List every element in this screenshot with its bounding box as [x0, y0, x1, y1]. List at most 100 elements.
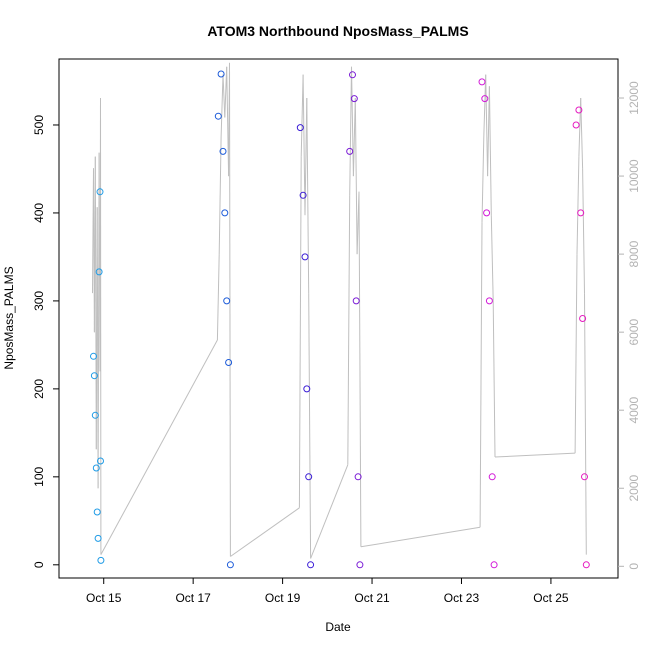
data-point-series-1	[93, 508, 101, 516]
data-point-series-6	[577, 209, 585, 217]
altitude-segment	[494, 452, 576, 458]
y-tick-label: 200	[32, 379, 46, 399]
y2-tick-label: 6000	[627, 319, 641, 346]
altitude-segment	[222, 74, 226, 118]
altitude-segment	[100, 339, 218, 555]
data-point-series-2	[214, 112, 222, 120]
altitude-segment	[481, 136, 485, 223]
data-points-layer	[90, 70, 590, 569]
y2-axis: 0 2000 4000 6000 8000 10000 12000	[618, 81, 641, 570]
y2-tick-label: 8000	[627, 240, 641, 267]
y-tick-label: 100	[32, 466, 46, 486]
y2-tick-label: 2000	[627, 475, 641, 502]
altitude-segment	[298, 156, 302, 508]
altitude-segment	[485, 74, 489, 177]
y2-tick-label: 0	[627, 563, 641, 570]
altitude-segment	[580, 97, 584, 169]
altitude-segment	[347, 195, 351, 465]
data-point-series-2	[219, 147, 227, 155]
y-tick-label: 300	[32, 291, 46, 311]
altitude-segment	[220, 74, 224, 138]
data-point-series-6	[572, 121, 580, 129]
data-point-series-1	[90, 352, 97, 360]
altitude-line-layer	[92, 62, 587, 559]
x-tick-label: Oct 19	[265, 591, 301, 605]
altitude-segment	[483, 74, 487, 138]
data-point-series-1	[92, 464, 100, 472]
x-tick-label: Oct 25	[533, 591, 569, 605]
x-tick-label: Oct 23	[444, 591, 480, 605]
altitude-segment	[490, 215, 494, 301]
altitude-segment	[354, 97, 358, 255]
data-point-series-1	[97, 556, 105, 564]
data-point-series-2	[221, 209, 229, 217]
y-tick-label: 0	[32, 561, 46, 568]
x-axis-label: Date	[325, 620, 351, 634]
data-point-series-5	[490, 561, 498, 569]
altitude-segment	[351, 66, 354, 177]
data-point-series-5	[481, 95, 489, 103]
data-point-series-4	[356, 561, 364, 569]
y2-tick-label: 4000	[627, 397, 641, 424]
data-point-series-3	[296, 124, 304, 132]
altitude-segment	[308, 293, 312, 559]
altitude-segment	[488, 86, 492, 216]
altitude-segment	[487, 86, 490, 177]
x-tick-label: Oct 17	[175, 591, 211, 605]
altitude-segment	[310, 464, 349, 559]
y-axis-label: NposMass_PALMS	[2, 266, 16, 369]
data-point-series-6	[582, 561, 590, 569]
chart-title: ATOM3 Northbound NposMass_PALMS	[207, 23, 468, 39]
y-tick-label: 500	[32, 115, 46, 135]
data-point-series-3	[307, 561, 315, 569]
data-point-series-5	[485, 297, 493, 305]
x-axis: Oct 15 Oct 17 Oct 19 Oct 21 Oct 23 Oct 25	[86, 577, 569, 605]
data-point-series-6	[579, 315, 587, 322]
data-point-series-5	[478, 78, 486, 86]
data-point-series-3	[299, 191, 307, 199]
y2-tick-label: 12000	[627, 81, 641, 115]
data-point-series-6	[575, 106, 583, 114]
altitude-segment	[576, 156, 580, 255]
plot-frame	[58, 58, 619, 579]
altitude-segment	[218, 136, 222, 255]
altitude-segment	[230, 507, 300, 557]
y-axis: 0 100 200 300 400 500	[32, 115, 59, 568]
data-point-series-5	[488, 473, 496, 481]
data-point-series-1	[96, 188, 104, 196]
altitude-segment	[306, 97, 310, 294]
data-point-series-1	[94, 534, 102, 542]
data-point-series-4	[350, 95, 358, 103]
data-point-series-3	[301, 253, 309, 261]
y-tick-label: 400	[32, 203, 46, 223]
altitude-segment	[479, 222, 483, 528]
data-point-series-4	[349, 71, 356, 79]
altitude-segment	[349, 66, 352, 196]
data-point-series-4	[346, 147, 354, 155]
data-point-series-3	[303, 385, 311, 393]
data-point-series-1	[91, 411, 99, 419]
data-point-series-1	[97, 457, 104, 465]
altitude-segment	[216, 254, 220, 341]
y2-tick-label: 10000	[627, 159, 641, 193]
altitude-segment	[492, 300, 496, 458]
data-point-series-2	[225, 359, 233, 366]
altitude-segment	[584, 293, 587, 555]
data-point-series-1	[90, 372, 98, 380]
data-point-series-3	[305, 473, 313, 481]
data-point-series-4	[352, 297, 360, 305]
x-tick-label: Oct 15	[86, 591, 122, 605]
data-point-series-2	[223, 297, 231, 305]
altitude-segment	[582, 168, 585, 294]
altitude-segment	[302, 74, 306, 216]
x-tick-label: Oct 21	[354, 591, 390, 605]
data-point-series-1	[95, 268, 103, 276]
altitude-segment	[300, 74, 304, 157]
data-point-series-2	[217, 70, 225, 78]
altitude-segment	[360, 526, 481, 548]
data-point-series-5	[483, 209, 491, 217]
altitude-segment	[358, 191, 362, 547]
data-point-series-6	[581, 473, 588, 481]
altitude-segment	[574, 254, 578, 454]
